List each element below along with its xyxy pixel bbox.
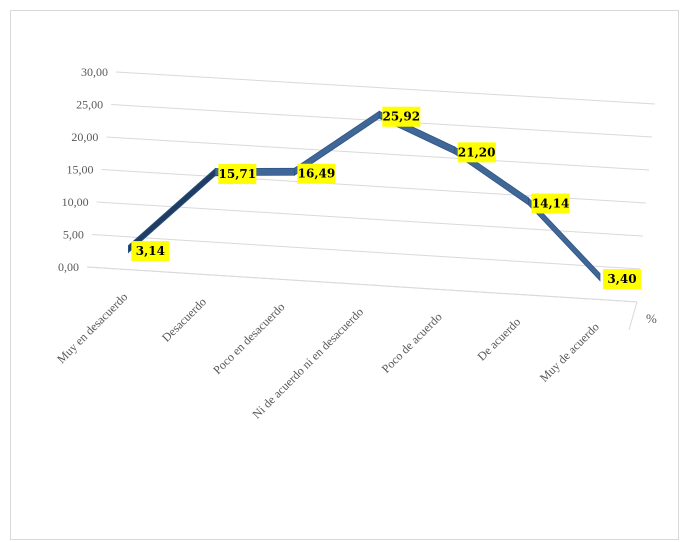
data-label-text: 3,40 — [607, 272, 636, 286]
y-tick-label: 10,00 — [62, 195, 89, 209]
data-label-text: 25,92 — [382, 110, 420, 124]
gridline — [91, 234, 641, 270]
series-segment — [528, 196, 601, 282]
gridline — [96, 201, 644, 237]
x-category-label: Muy de acuerdo — [537, 320, 602, 385]
data-label-text: 14,14 — [532, 196, 570, 210]
y-tick-label: 15,00 — [67, 163, 94, 177]
data-label-box — [218, 164, 257, 185]
y-tick-label: 20,00 — [71, 130, 98, 144]
data-label: 3,40 — [602, 269, 641, 290]
data-label-text: 15,71 — [219, 167, 257, 181]
data-label-text: 16,49 — [298, 167, 336, 181]
gridline — [111, 104, 653, 138]
x-category-label: Poco de acuerdo — [379, 310, 445, 376]
data-label: 21,20 — [457, 142, 496, 163]
data-label: 16,49 — [297, 163, 336, 184]
data-label-text: 3,14 — [136, 244, 165, 258]
y-tick-label: 30,00 — [81, 65, 108, 79]
data-label-box — [131, 241, 170, 262]
data-label-box — [602, 269, 641, 290]
x-category-label: De acuerdo — [474, 315, 523, 364]
y-tick-label: 0,00 — [58, 260, 79, 274]
data-label-text: 21,20 — [458, 145, 496, 159]
y-tick-label: 5,00 — [63, 228, 84, 242]
depth-edge — [628, 301, 638, 331]
data-label-box — [382, 106, 421, 127]
x-category-label: Poco en desacuerdo — [210, 300, 287, 377]
data-label: 25,92 — [382, 106, 421, 127]
data-label-box — [531, 193, 570, 214]
gridline — [106, 136, 650, 171]
y-tick-label: 25,00 — [76, 98, 103, 112]
data-label: 3,14 — [131, 241, 170, 262]
unit-label: % — [646, 311, 657, 326]
data-label: 15,71 — [218, 164, 257, 185]
x-category-label: Muy en desacuerdo — [54, 290, 130, 366]
x-axis-line — [86, 266, 638, 303]
x-category-label: Desacuerdo — [159, 295, 209, 345]
data-label-box — [297, 163, 336, 184]
gridline — [115, 71, 656, 105]
data-label-box — [457, 142, 496, 163]
data-label: 14,14 — [531, 193, 570, 214]
